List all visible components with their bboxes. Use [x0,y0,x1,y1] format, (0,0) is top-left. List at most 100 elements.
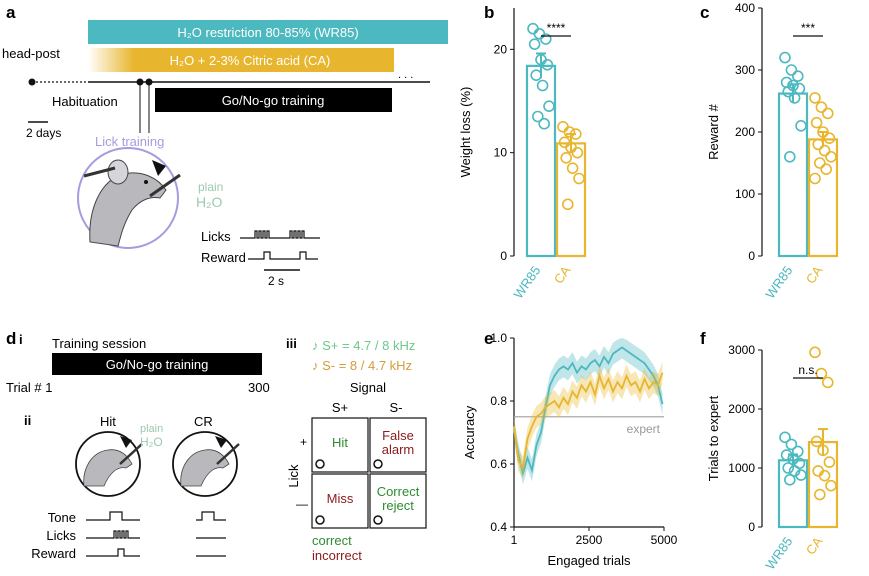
data-point [571,146,584,159]
series-band [514,338,663,485]
series-line [513,346,664,478]
panel-d-sub-i: i [19,332,23,347]
reward-label: Reward [201,250,246,265]
y-axis-label: Weight loss (%) [458,87,473,178]
panel-d-sub-ii: ii [24,413,31,428]
mouse-eye-icon [144,180,148,184]
cell-fa-label-1: False [382,428,414,443]
x-tick-label: 1 [511,533,518,547]
cell-miss [311,473,369,529]
tone-label: Tone [48,510,76,525]
y-tick-label: 300 [735,63,755,77]
head-post-icon [83,166,116,178]
data-point [813,157,826,169]
data-point [788,92,801,104]
y-tick-label: 2000 [728,402,755,416]
training-bar-label: Go/No-go training [222,93,325,108]
trial-start-label: Trial # 1 [6,380,52,395]
panel-f: f 0 1000 2000 3000 Trials to expert WR85 CA n.s… [700,329,839,572]
wr85-bar-label: H₂O restriction 80-85% (WR85) [177,25,358,40]
y-tick-label: 1.0 [490,331,507,345]
lick-training-label: Lick training [95,134,164,149]
licks-trace [240,230,320,239]
y-tick-label: 200 [735,125,755,139]
panel-c: c 0 100 200 300 400 Reward # WR85 CA *** [700,1,839,301]
splus-legend: ♪ S+ = 4.7 / 8 kHz [312,338,415,353]
y-tick-label: 3000 [728,343,755,357]
data-point [795,469,807,481]
data-point [818,469,831,482]
mouse-icon [89,172,167,247]
cr-tone-trace [196,511,226,521]
session-title: Training session [52,336,146,351]
y-tick-label: 0.6 [490,457,507,471]
session-bar-label: Go/No-go training [106,357,209,372]
data-point [809,346,821,359]
wr85-bar [88,20,448,44]
d-reward-label: Reward [31,546,76,561]
category-label: WR85 [510,263,543,301]
data-point [823,132,836,144]
cell-cr-label-1: Correct [377,484,420,499]
category-label: CA [803,534,826,558]
hit-speaker-icon [120,436,132,448]
ca-bar [88,48,394,72]
training-bar [155,88,392,112]
data-point [810,435,823,448]
hit-spout-icon [119,443,143,465]
panel-a-label: a [6,3,16,22]
data-point [820,163,833,175]
cr-title: CR [194,414,213,429]
data-point [815,367,828,380]
panel-d-label: d [6,329,16,348]
data-point [823,456,836,468]
bar [525,64,557,258]
data-point [561,198,574,211]
sminus-legend: ♪ S- = 8 / 4.7 kHz [312,358,412,373]
minus-row-label: — [296,497,308,511]
cell-miss-mark-icon [315,515,325,525]
data-point [785,438,798,451]
mouse-circle [77,147,179,249]
cr-mouse-icon [180,449,230,487]
cell-correct-reject [369,473,427,529]
y-tick-label: 0 [748,520,755,534]
data-point [809,92,821,104]
y-tick-label: 0.8 [490,394,507,408]
cell-hit [311,417,369,473]
panel-a: a H₂O restriction 80-85% (WR85) H₂O + 2-… [2,3,448,288]
data-point [536,79,549,92]
data-point [543,100,555,112]
data-point [563,126,576,138]
splus-col-label: S+ [332,400,348,415]
data-point [818,144,831,157]
days-scale-label: 2 days [26,126,61,140]
hit-mouse-icon [83,449,133,487]
reward-trace [248,251,318,260]
y-tick-label: 100 [735,187,755,201]
hit-circle [75,431,141,497]
bar [777,92,809,258]
data-point [783,473,796,486]
category-label: CA [551,263,574,287]
correct-legend: correct [312,533,352,548]
y-axis-label: Reward # [706,103,721,159]
speaker-icon [152,160,166,176]
signal-label: Signal [350,380,386,395]
h2o-label: H₂O [196,194,223,210]
plain-label: plain [198,180,223,194]
data-point [793,82,806,95]
ca-bar-label: H₂O + 2-3% Citric acid (CA) [170,53,331,68]
data-point [531,110,544,123]
y-tick-label: 0 [500,249,507,263]
incorrect-legend: incorrect [312,548,362,563]
data-point [795,120,807,132]
y-tick-label: 0.4 [490,520,507,534]
panel-e-label: e [484,329,493,348]
cr-spout-icon [216,443,240,465]
data-point [530,69,543,81]
panel-b: b 0 10 20 Weight loss (%) WR85 CA **** [458,3,587,301]
ellipsis: . . . [398,69,413,81]
data-point [821,376,834,389]
panel-b-label: b [484,3,494,22]
